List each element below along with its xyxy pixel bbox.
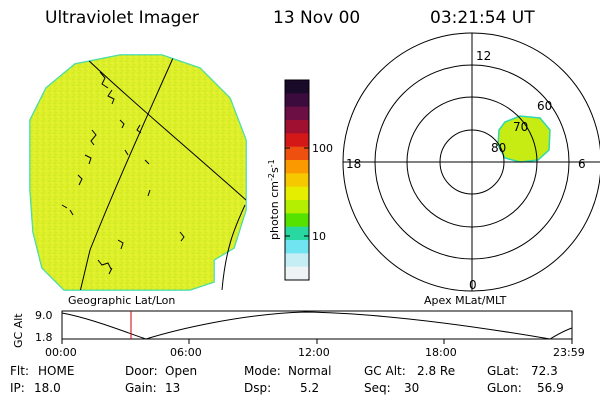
altitude-ylabel: GC Alt <box>12 313 25 348</box>
colorbar-unit-label: photon cm-2s-1 <box>267 159 281 240</box>
colorbar-swatch <box>285 226 309 241</box>
glon-label: GLon: <box>487 381 522 395</box>
colorbar-ticks <box>285 147 309 237</box>
x-tick-1: 06:00 <box>170 346 202 359</box>
door-label: Door: <box>125 364 158 378</box>
colorbar-swatch <box>285 133 309 148</box>
mlat-60-label: 60 <box>537 99 552 113</box>
colorbar-swatch <box>285 186 309 201</box>
colorbar-frame <box>284 79 310 281</box>
altitude-curve <box>61 311 573 340</box>
header-date: 13 Nov 00 <box>273 8 361 28</box>
colorbar-swatch <box>285 213 309 228</box>
header-time: 03:21:54 UT <box>430 8 535 28</box>
altitude-x-ticks <box>61 339 573 344</box>
altitude-y-bottom: 1.8 <box>35 331 53 344</box>
glat-label: GLat: <box>487 364 520 378</box>
gcalt-label: GC Alt: <box>364 364 406 378</box>
colorbar-swatch <box>285 253 309 268</box>
colorbar-swatch <box>285 173 309 188</box>
mlt-0-label: 0 <box>469 278 477 292</box>
colorbar <box>285 80 309 281</box>
gain-value: 13 <box>165 381 181 395</box>
colorbar-swatch <box>285 146 309 161</box>
gain-label: Gain: <box>125 381 157 395</box>
geo-image-texture <box>30 55 246 290</box>
mode-label: Mode: <box>244 364 281 378</box>
mlat-70-label: 70 <box>513 120 528 134</box>
polar-grid <box>342 32 600 292</box>
colorbar-swatch <box>285 240 309 254</box>
colorbar-swatch <box>285 266 309 281</box>
glat-value: 72.3 <box>531 364 558 378</box>
geo-grid-lines <box>79 57 246 290</box>
glon-value: 56.9 <box>537 381 564 395</box>
x-tick-2: 12:00 <box>298 346 330 359</box>
apex-panel-label: Apex MLat/MLT <box>424 294 507 307</box>
altitude-y-top: 9.0 <box>35 309 53 322</box>
x-tick-0: 00:00 <box>45 346 77 359</box>
x-tick-3: 18:00 <box>425 346 457 359</box>
geo-panel-label: Geographic Lat/Lon <box>68 294 176 307</box>
dsp-value: 5.2 <box>300 381 320 395</box>
dsp-label: Dsp: <box>244 381 272 395</box>
door-value: Open <box>165 364 198 378</box>
colorbar-tick-low: 10 <box>312 230 326 243</box>
colorbar-swatch <box>285 160 309 174</box>
colorbar-swatch <box>285 106 309 121</box>
colorbar-swatch <box>285 120 309 134</box>
geo-image-panel <box>29 54 247 291</box>
flt-value: HOME <box>38 364 75 378</box>
flt-label: Flt: <box>10 364 29 378</box>
altitude-plot-frame <box>61 310 573 340</box>
colorbar-swatch <box>285 200 309 214</box>
ip-label: IP: <box>10 381 25 395</box>
altitude-plot: GC Alt 9.0 1.8 <box>12 309 573 348</box>
seq-label: Seq: <box>364 381 391 395</box>
colorbar-tick-high: 100 <box>312 142 333 155</box>
app-title: Ultraviolet Imager <box>45 8 199 28</box>
auroral-emission-blob <box>497 115 551 163</box>
apex-polar-panel: 12 18 6 0 60 70 80 <box>342 32 600 292</box>
colorbar-swatch <box>285 93 309 108</box>
mode-value: Normal <box>288 364 332 378</box>
mlt-6-label: 6 <box>578 157 586 171</box>
gcalt-value: 2.8 Re <box>417 364 456 378</box>
mlt-12-label: 12 <box>476 49 491 63</box>
mlat-80-label: 80 <box>491 141 506 155</box>
geo-latitude-line <box>85 57 246 201</box>
seq-value: 30 <box>404 381 420 395</box>
ip-value: 18.0 <box>34 381 61 395</box>
colorbar-swatch <box>285 80 309 94</box>
geo-limb-line <box>221 204 246 291</box>
x-tick-4: 23:59 <box>553 346 585 359</box>
mlt-18-label: 18 <box>346 157 361 171</box>
geo-coastlines <box>61 71 185 275</box>
geo-meridian <box>79 57 174 290</box>
